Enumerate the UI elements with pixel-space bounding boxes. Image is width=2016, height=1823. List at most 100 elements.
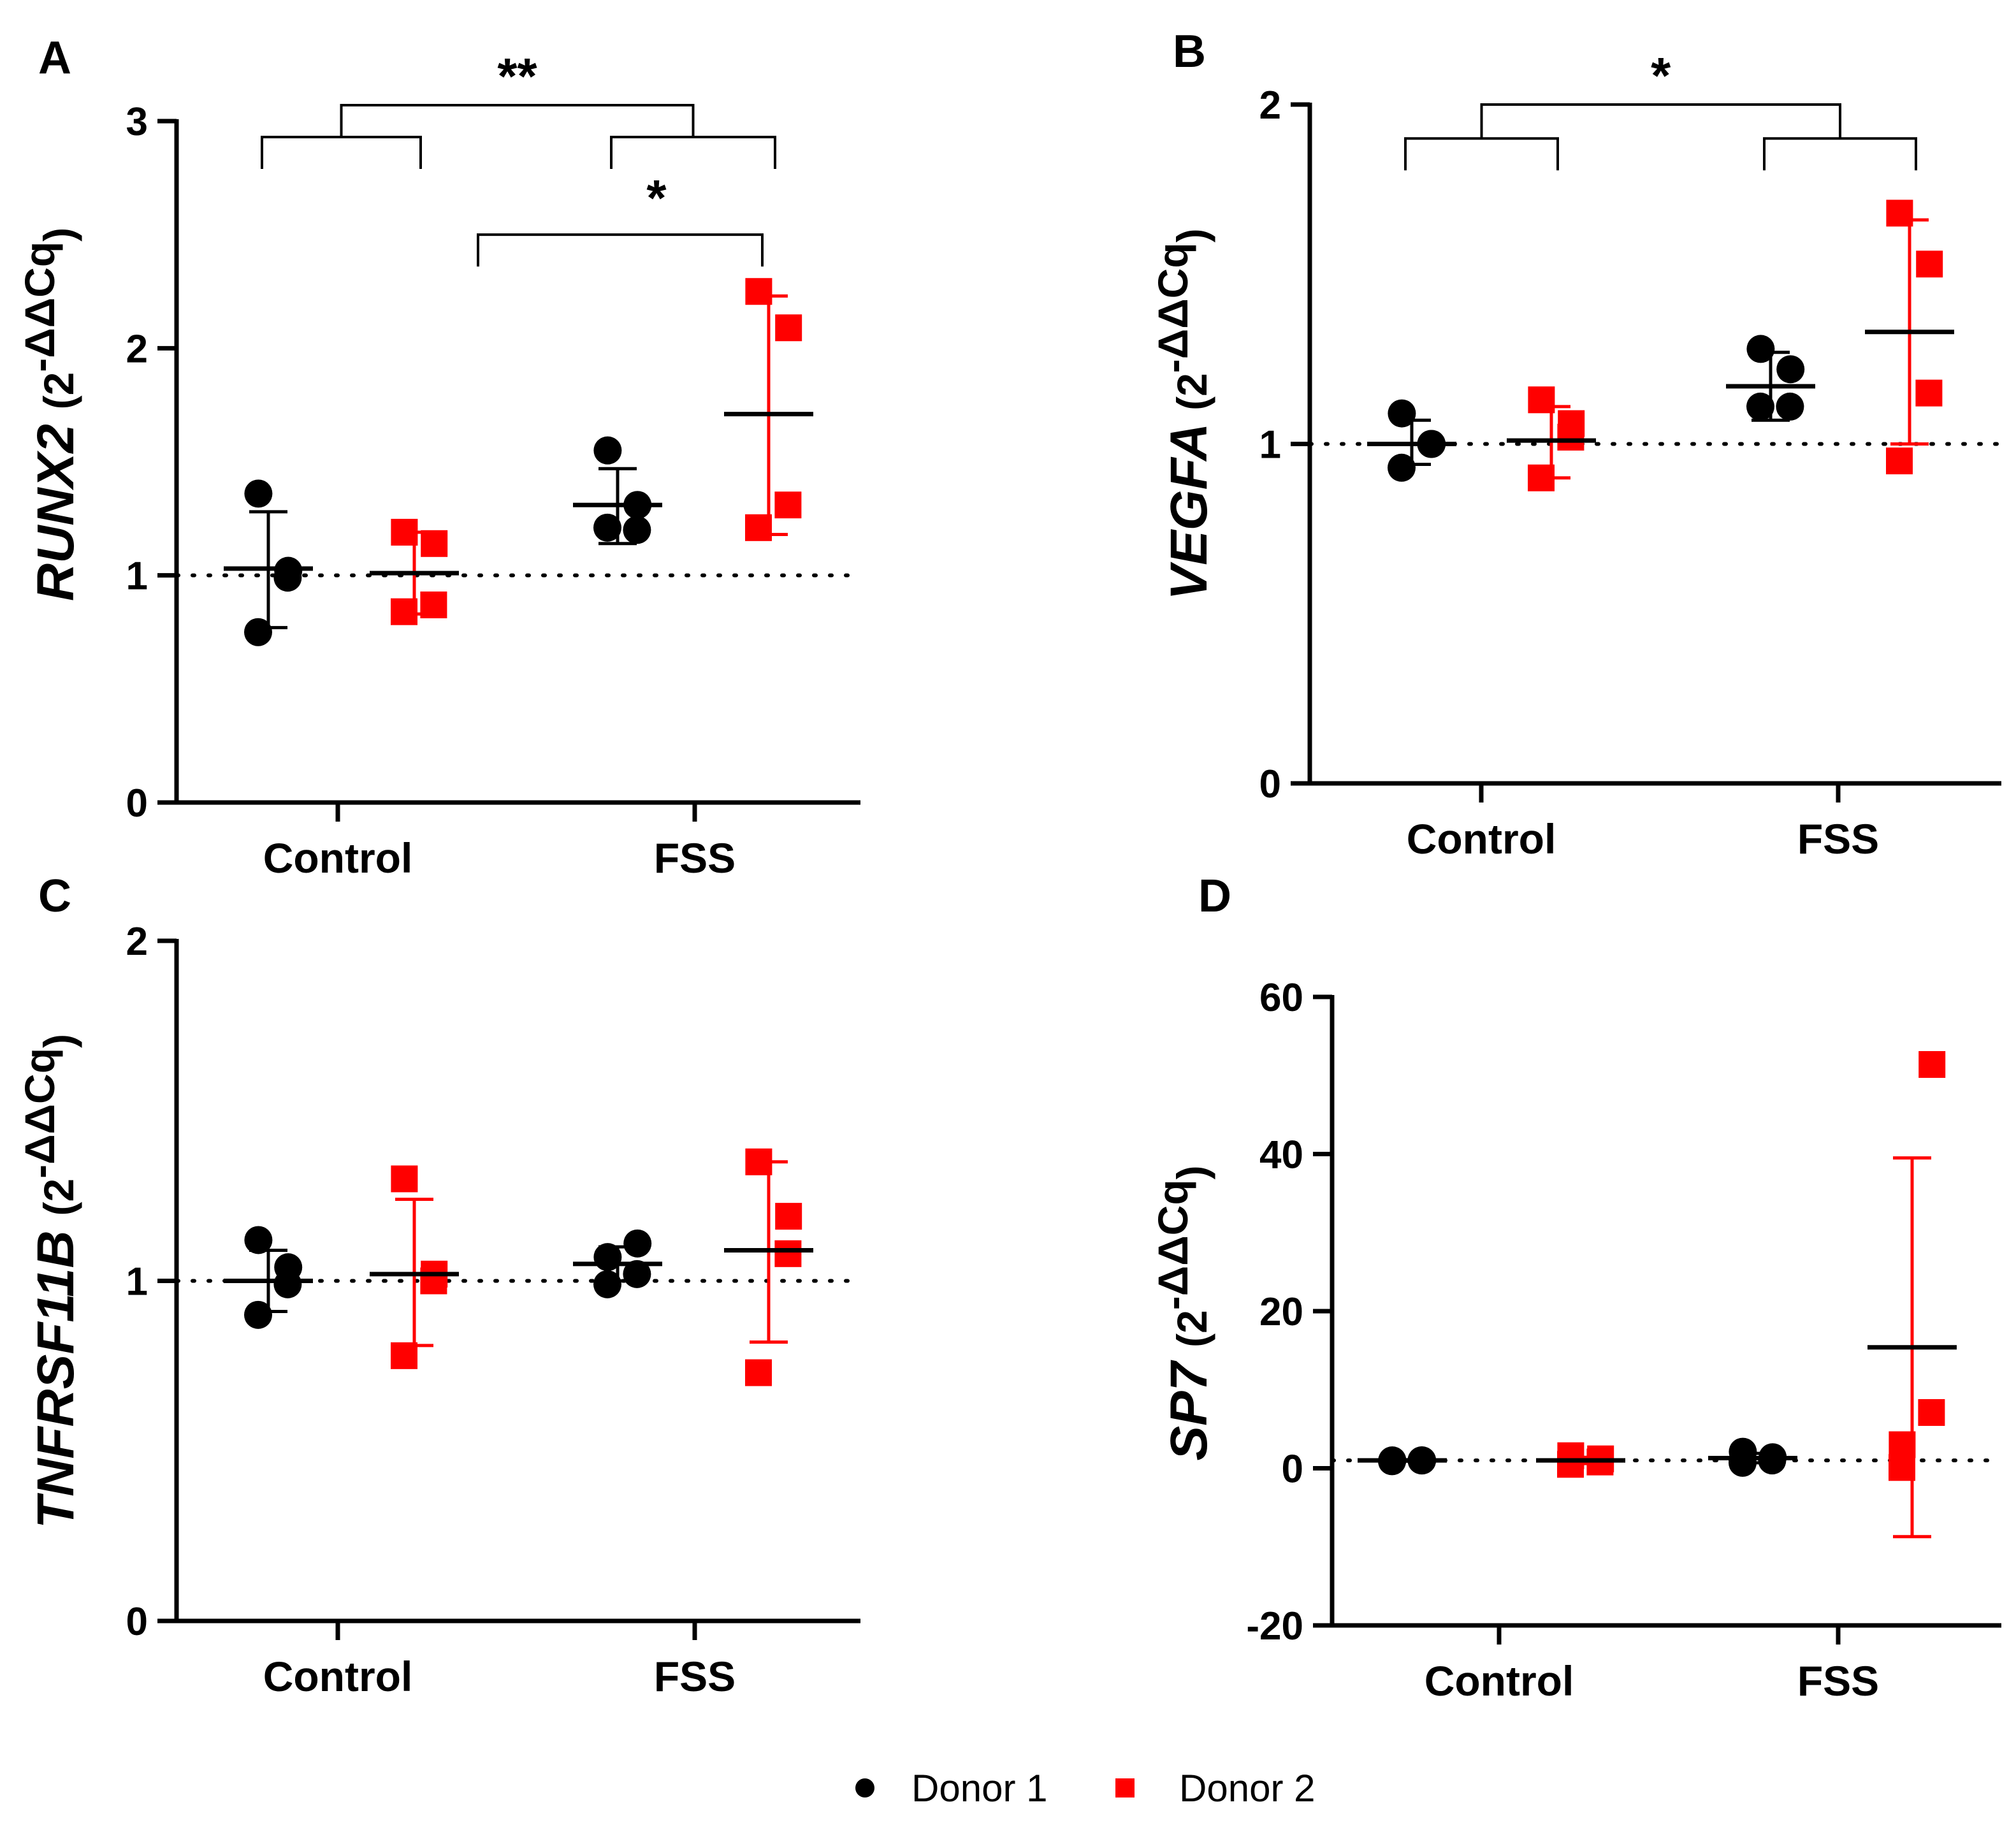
group-control-donor-1 xyxy=(224,479,313,646)
data-point xyxy=(1758,1446,1787,1475)
data-point xyxy=(1776,392,1804,421)
y-tick-label: 3 xyxy=(126,100,148,144)
data-point xyxy=(391,518,418,546)
x-category-label: FSS xyxy=(654,1653,736,1700)
x-category-label: FSS xyxy=(654,834,736,882)
data-point xyxy=(244,618,272,646)
x-category-label: FSS xyxy=(1797,1657,1879,1704)
data-point xyxy=(593,1270,621,1298)
data-point xyxy=(593,436,622,465)
y-axis-label: RUNX2 (2-ΔΔCq) xyxy=(16,228,85,601)
y-axis-gene: VEGFA xyxy=(1160,410,1218,600)
data-point xyxy=(1528,386,1555,414)
data-point xyxy=(420,591,447,618)
y-tick-label: 1 xyxy=(1259,423,1281,467)
y-tick-label: 1 xyxy=(126,555,148,599)
y-axis-unit-superscript: -ΔΔCq xyxy=(1149,1179,1196,1310)
y-axis-unit-close: ) xyxy=(35,228,82,242)
data-point xyxy=(1746,392,1774,421)
significance-label: * xyxy=(646,170,667,226)
bracket-top xyxy=(1480,103,1841,139)
group-fss-donor-1 xyxy=(1708,1437,1797,1477)
group-control-donor-2 xyxy=(1536,1442,1625,1478)
legend-marker-donor-1 xyxy=(855,1778,874,1798)
data-point xyxy=(623,516,651,544)
data-point xyxy=(593,1243,622,1272)
group-fss-donor-1 xyxy=(1726,335,1815,422)
y-axis-unit-close: ) xyxy=(35,1034,82,1048)
data-point xyxy=(244,1226,273,1254)
panel-letter: D xyxy=(1198,871,1231,922)
significance-bracket: * xyxy=(1404,47,1917,171)
x-category-label: Control xyxy=(263,834,413,882)
y-tick-label: 2 xyxy=(126,327,148,371)
data-point xyxy=(1915,379,1943,407)
bracket-single xyxy=(477,233,764,267)
data-point xyxy=(775,314,802,342)
data-point xyxy=(1886,200,1913,227)
y-axis-label: VEGFA (2-ΔΔCq) xyxy=(1149,228,1218,600)
y-axis-label: TNFRSF11B (2-ΔΔCq) xyxy=(16,1034,85,1529)
data-point xyxy=(745,278,772,305)
significance-bracket: ** xyxy=(261,48,776,169)
data-point xyxy=(1776,355,1805,384)
x-category-label: Control xyxy=(1407,815,1556,862)
significance-label: * xyxy=(1651,47,1671,104)
data-point xyxy=(593,513,621,542)
group-control-donor-2 xyxy=(1507,386,1596,491)
y-axis-unit-superscript: -ΔΔCq xyxy=(16,242,63,372)
data-point xyxy=(1729,1448,1757,1477)
data-point xyxy=(1918,1050,1946,1078)
legend: Donor 1 Donor 2 xyxy=(855,1767,1315,1810)
group-fss-donor-1 xyxy=(573,1229,662,1298)
data-point xyxy=(244,1300,272,1329)
y-tick-label: 0 xyxy=(1282,1448,1303,1492)
y-axis-unit: (2 xyxy=(1168,1310,1215,1347)
group-fss-donor-2 xyxy=(724,1148,813,1386)
data-point xyxy=(1557,1451,1584,1478)
data-point xyxy=(273,1270,302,1298)
data-point xyxy=(420,1267,447,1295)
y-tick-label: 2 xyxy=(1259,84,1281,127)
y-tick-label: 20 xyxy=(1259,1290,1303,1334)
y-tick-label: 1 xyxy=(126,1260,148,1304)
data-point xyxy=(1557,423,1585,451)
legend-label-donor-1: Donor 1 xyxy=(911,1767,1047,1810)
y-axis-unit: (2 xyxy=(35,1179,82,1216)
legend-marker-donor-2 xyxy=(1115,1778,1135,1798)
data-point xyxy=(1388,453,1416,482)
y-axis-unit-close: ) xyxy=(1168,1165,1215,1179)
y-tick-label: 0 xyxy=(126,781,148,825)
y-tick-label: -20 xyxy=(1246,1604,1303,1648)
bracket-left xyxy=(1404,137,1559,171)
panel-letter: B xyxy=(1173,26,1206,77)
data-point xyxy=(774,491,802,519)
panel-letter: C xyxy=(38,871,71,922)
y-axis-unit-superscript: -ΔΔCq xyxy=(16,1048,63,1179)
group-control-donor-1 xyxy=(1358,1446,1447,1476)
panel-d: D SP7 (2-ΔΔCq) -20 0 20 40 60 Control FSS xyxy=(1149,871,2003,1704)
y-axis-gene: SP7 xyxy=(1160,1347,1218,1461)
y-axis-gene: RUNX2 xyxy=(27,409,85,601)
data-point xyxy=(244,479,273,508)
y-axis-gene: TNFRSF11B xyxy=(27,1216,85,1529)
group-control-donor-2 xyxy=(370,1165,459,1369)
data-point xyxy=(745,514,772,541)
data-point xyxy=(745,1359,772,1386)
data-point xyxy=(391,598,417,625)
data-point xyxy=(623,1260,651,1288)
data-point xyxy=(623,1229,652,1258)
bracket-left xyxy=(261,135,422,169)
significance-label: ** xyxy=(497,48,537,105)
data-point xyxy=(391,1165,418,1193)
panel-letter: A xyxy=(38,33,71,84)
data-point xyxy=(1918,1398,1945,1426)
group-control-donor-1 xyxy=(1367,399,1456,482)
data-point xyxy=(1889,1431,1916,1458)
group-fss-donor-1 xyxy=(573,436,662,546)
y-tick-label: 0 xyxy=(1259,762,1281,806)
y-axis-label: SP7 (2-ΔΔCq) xyxy=(1149,1165,1218,1460)
y-axis-unit-close: ) xyxy=(1168,228,1215,242)
